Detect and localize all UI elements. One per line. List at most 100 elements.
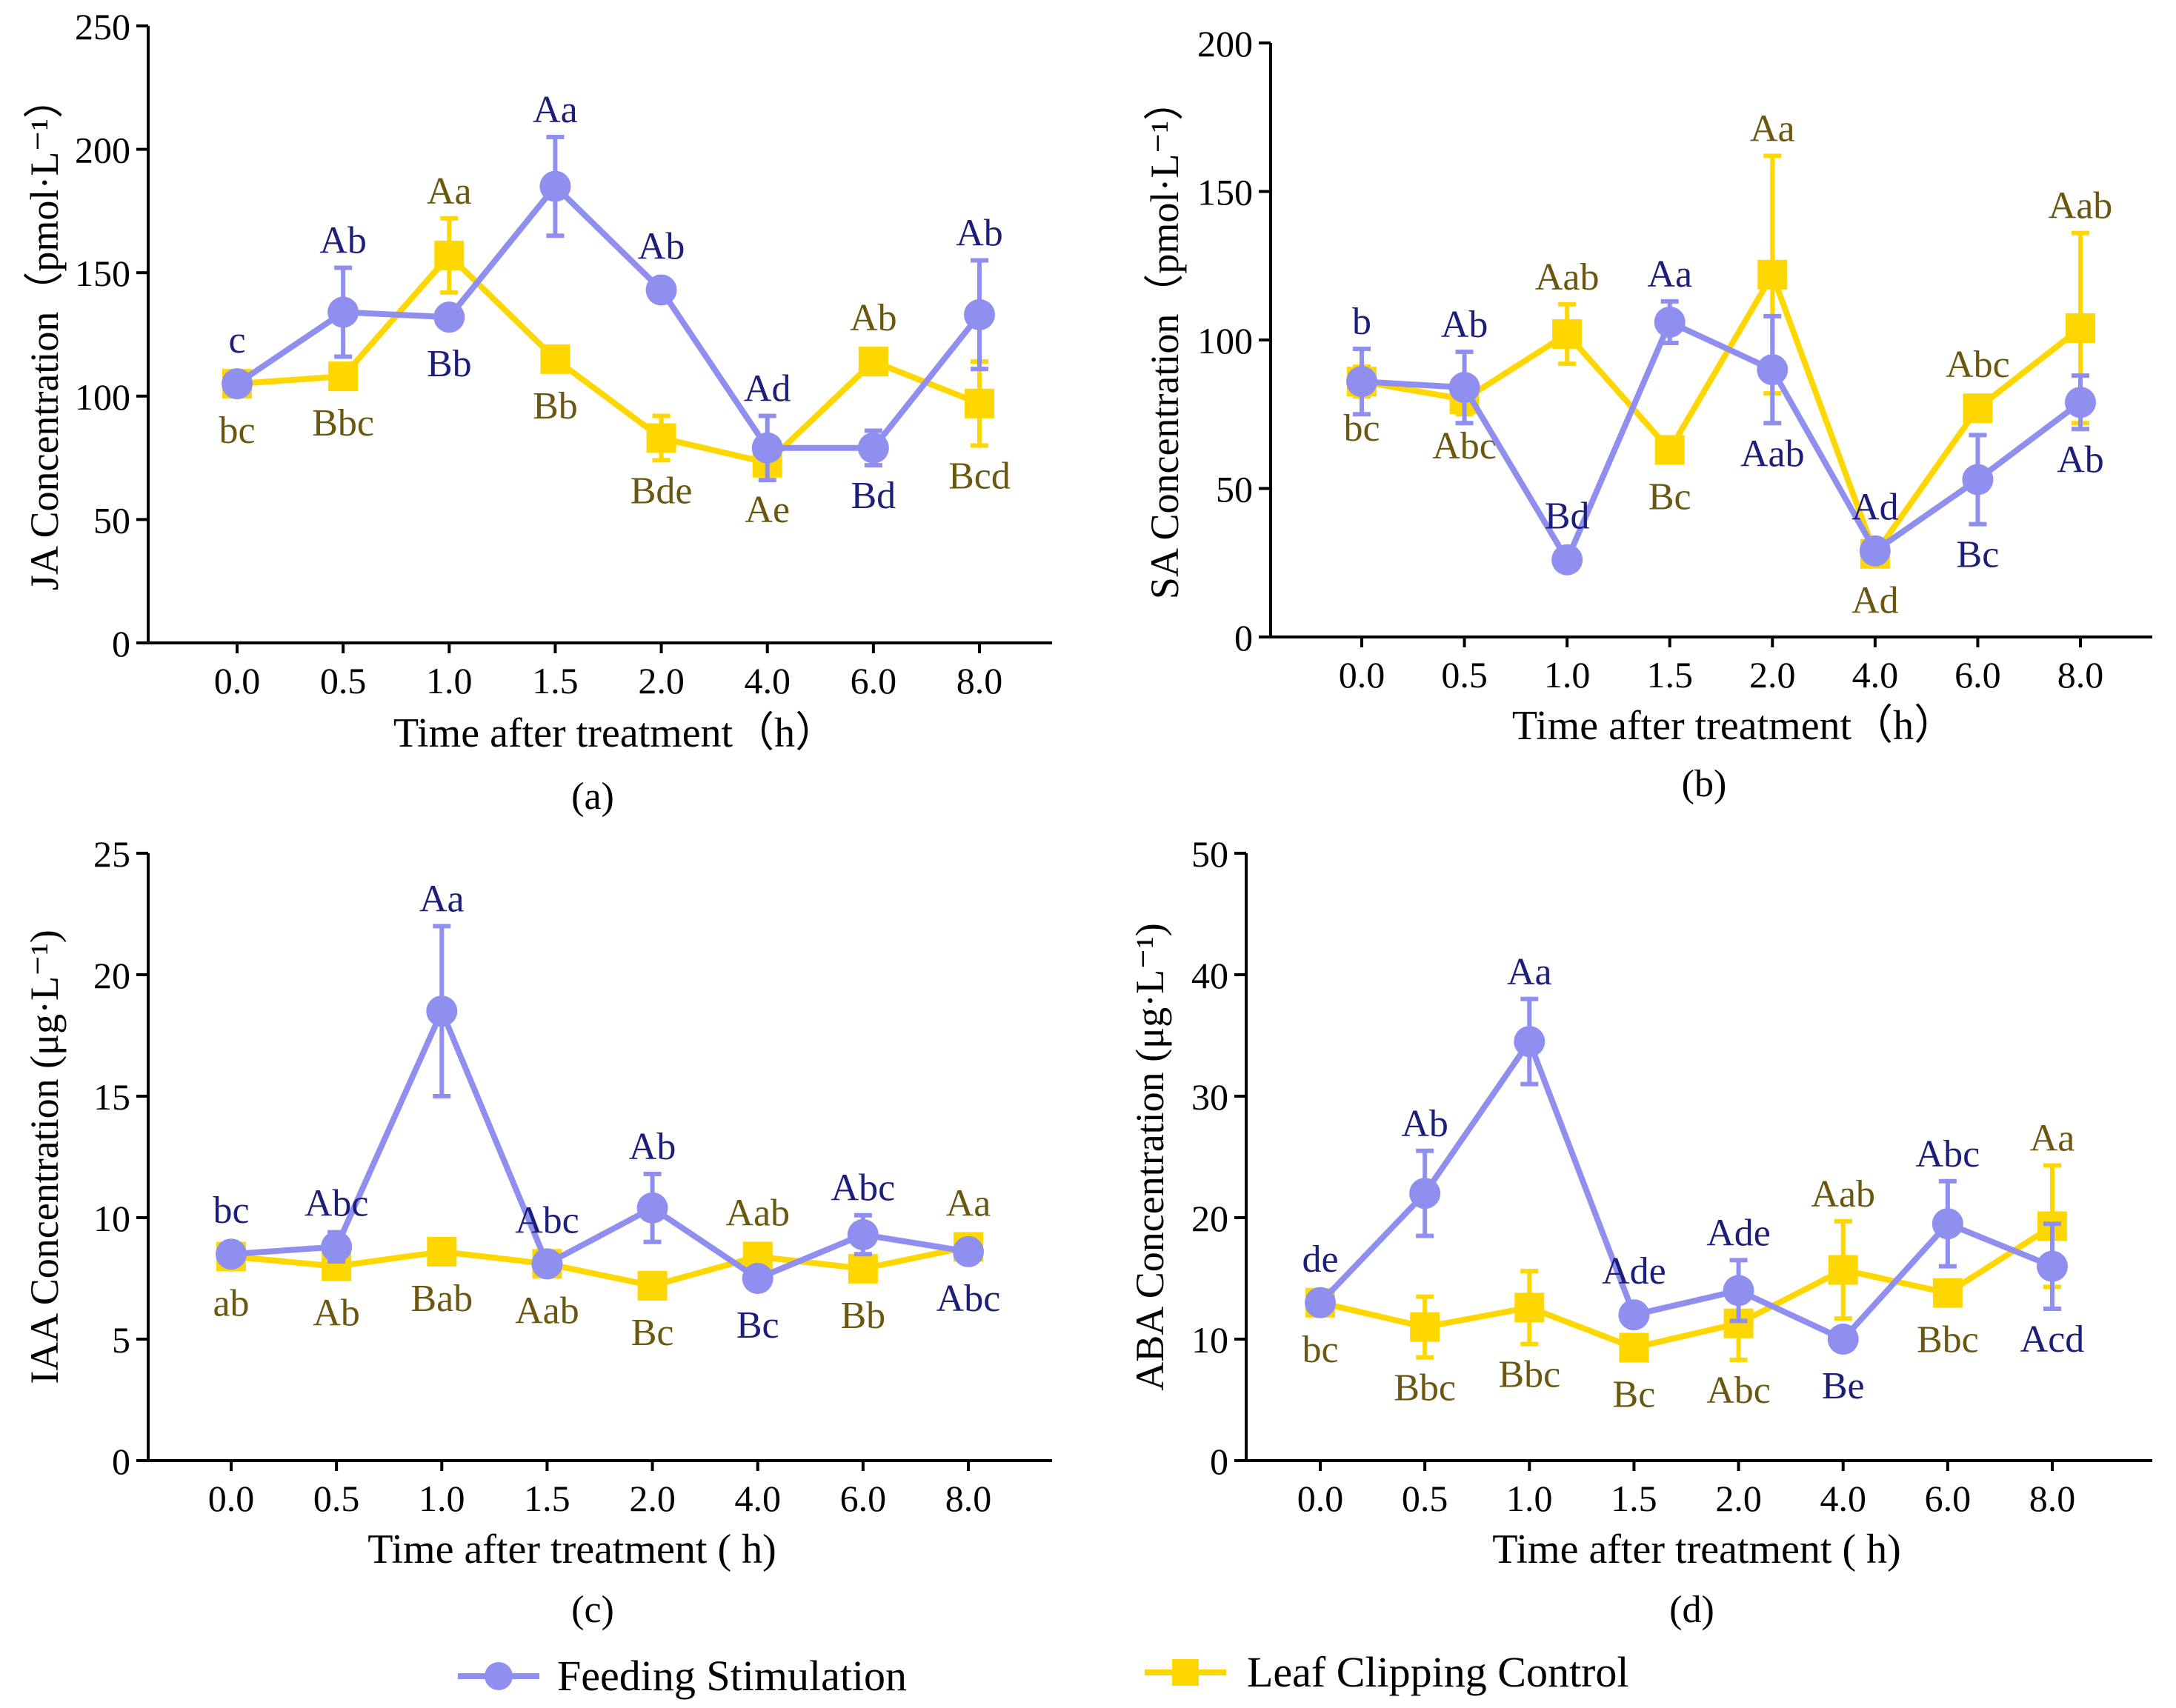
significance-label: Bbc: [1498, 1354, 1560, 1396]
data-point: [1618, 1299, 1650, 1331]
significance-label: Bb: [841, 1295, 886, 1337]
chart-panel-4: 0 10 20 30 40 50 0.0 0.5 1.0 1.5 2.0 4.0 6.0 8.0 ABA C…: [1128, 833, 2152, 1631]
data-point: [1514, 1026, 1546, 1058]
significance-label: Ab: [629, 1126, 676, 1168]
data-point: [531, 1248, 563, 1280]
x-axis-label: Time after treatment ( h): [367, 1527, 776, 1572]
series-feeding-stimulation: de Ab Aa Ade Ade Be Abc Acd: [1302, 951, 2084, 1407]
y-tick-label: 150: [75, 253, 130, 294]
y-tick-label: 0: [1234, 617, 1253, 658]
x-tick-label: 0.5: [313, 1478, 360, 1519]
data-point: [1346, 366, 1377, 398]
x-tick-label: 8.0: [945, 1478, 992, 1519]
data-point: [222, 368, 253, 400]
y-axis-label: SA Concentration（pmol·L⁻¹）: [1142, 81, 1187, 599]
x-axis-label: Time after treatment ( h): [1492, 1527, 1901, 1572]
significance-label: Aab: [725, 1192, 790, 1234]
x-tick-label: 1.5: [532, 660, 579, 701]
data-point: [1448, 372, 1480, 404]
data-point: [636, 1192, 668, 1224]
y-tick-label: 100: [75, 376, 130, 418]
y-tick-label: 50: [1216, 469, 1253, 510]
data-point: [539, 170, 571, 202]
chart-panel-2: 0 50 100 150 200 0.0 0.5 1.0 1.5 2.0 4.0 6.0 8.0 SA C…: [1142, 23, 2152, 805]
significance-label: c: [228, 319, 245, 361]
series-feeding-stimulation: bc Abc Aa Abc Ab Bc Abc Abc: [213, 878, 1000, 1347]
x-tick-label: 0.0: [1339, 654, 1385, 695]
significance-label: bc: [1302, 1329, 1338, 1371]
y-tick-label: 200: [75, 130, 130, 171]
data-point: [433, 301, 465, 333]
significance-label: Bbc: [1394, 1367, 1456, 1410]
data-point: [1962, 464, 1994, 496]
significance-label: Ab: [2057, 438, 2104, 481]
significance-label: Bcd: [948, 455, 1011, 497]
y-tick-label: 30: [1191, 1076, 1228, 1118]
significance-label: Bde: [630, 470, 693, 512]
significance-label: Bb: [427, 343, 472, 385]
y-tick-label: 15: [93, 1076, 130, 1118]
data-point: [1827, 1324, 1859, 1355]
y-tick-label: 0: [1210, 1441, 1228, 1482]
significance-label: Aa: [1750, 107, 1795, 150]
x-tick-label: 6.0: [1925, 1478, 1972, 1519]
x-tick-label: 8.0: [2029, 1478, 2076, 1519]
significance-label: Abc: [305, 1182, 369, 1224]
data-point: [426, 995, 458, 1027]
x-tick-label: 6.0: [1954, 654, 2001, 695]
significance-label: Bbc: [312, 402, 374, 444]
x-tick-label: 6.0: [840, 1478, 887, 1519]
significance-label: de: [1302, 1238, 1338, 1281]
y-tick-label: 50: [1191, 833, 1228, 875]
data-point: [858, 347, 888, 377]
y-tick-label: 150: [1197, 172, 1253, 213]
significance-label: Be: [1822, 1365, 1865, 1407]
data-point: [637, 1270, 668, 1301]
significance-label: Aa: [533, 89, 578, 131]
y-tick-label: 40: [1191, 955, 1228, 996]
data-point: [751, 432, 783, 464]
significance-label: Aab: [1740, 433, 1805, 475]
data-point: [964, 298, 995, 330]
series-line: [1361, 271, 2083, 557]
x-tick-label: 1.5: [524, 1478, 570, 1519]
y-tick-label: 5: [112, 1319, 130, 1361]
legend: Feeding Stimulation Leaf Clipping Contro…: [458, 1648, 1629, 1700]
significance-label: Ab: [313, 1292, 360, 1335]
data-point: [857, 432, 889, 464]
y-axis-label: IAA Concentration (μg·L⁻¹): [22, 930, 67, 1384]
data-point: [965, 388, 994, 418]
significance-label: Bd: [1545, 496, 1590, 538]
significance-label: Bc: [631, 1312, 674, 1354]
y-tick-label: 10: [1191, 1319, 1228, 1361]
data-point: [434, 240, 465, 270]
significance-label: Aa: [946, 1182, 991, 1224]
significance-label: Ab: [1401, 1103, 1448, 1145]
x-tick-label: 1.0: [1506, 1478, 1553, 1519]
data-point: [2037, 1250, 2068, 1282]
chart-panel-3: 0 5 10 15 20 25 0.0 0.5 1.0 1.5 2.0 4.0 6.0 8.0 IAA Co…: [22, 833, 1052, 1631]
data-point: [328, 361, 359, 392]
data-point: [953, 1235, 984, 1267]
significance-label: Abc: [831, 1167, 896, 1210]
x-tick-label: 1.5: [1646, 654, 1693, 695]
series-line: [230, 1244, 969, 1289]
significance-label: Bc: [736, 1304, 779, 1347]
x-axis-label: Time after treatment（h）: [1512, 703, 1955, 749]
significance-label: bc: [213, 1190, 249, 1232]
x-tick-label: 4.0: [1852, 654, 1899, 695]
panel-caption: (c): [571, 1589, 614, 1631]
significance-label: Bb: [533, 385, 578, 427]
data-point: [1552, 318, 1583, 349]
x-tick-label: 0.0: [214, 660, 261, 701]
x-tick-label: 0.5: [1402, 1478, 1448, 1519]
data-point: [1932, 1278, 1963, 1308]
significance-label: Ab: [638, 226, 685, 268]
significance-label: Bc: [1648, 476, 1691, 518]
significance-label: Aa: [1507, 951, 1552, 993]
data-point: [2066, 313, 2095, 343]
series-line: [236, 252, 981, 466]
